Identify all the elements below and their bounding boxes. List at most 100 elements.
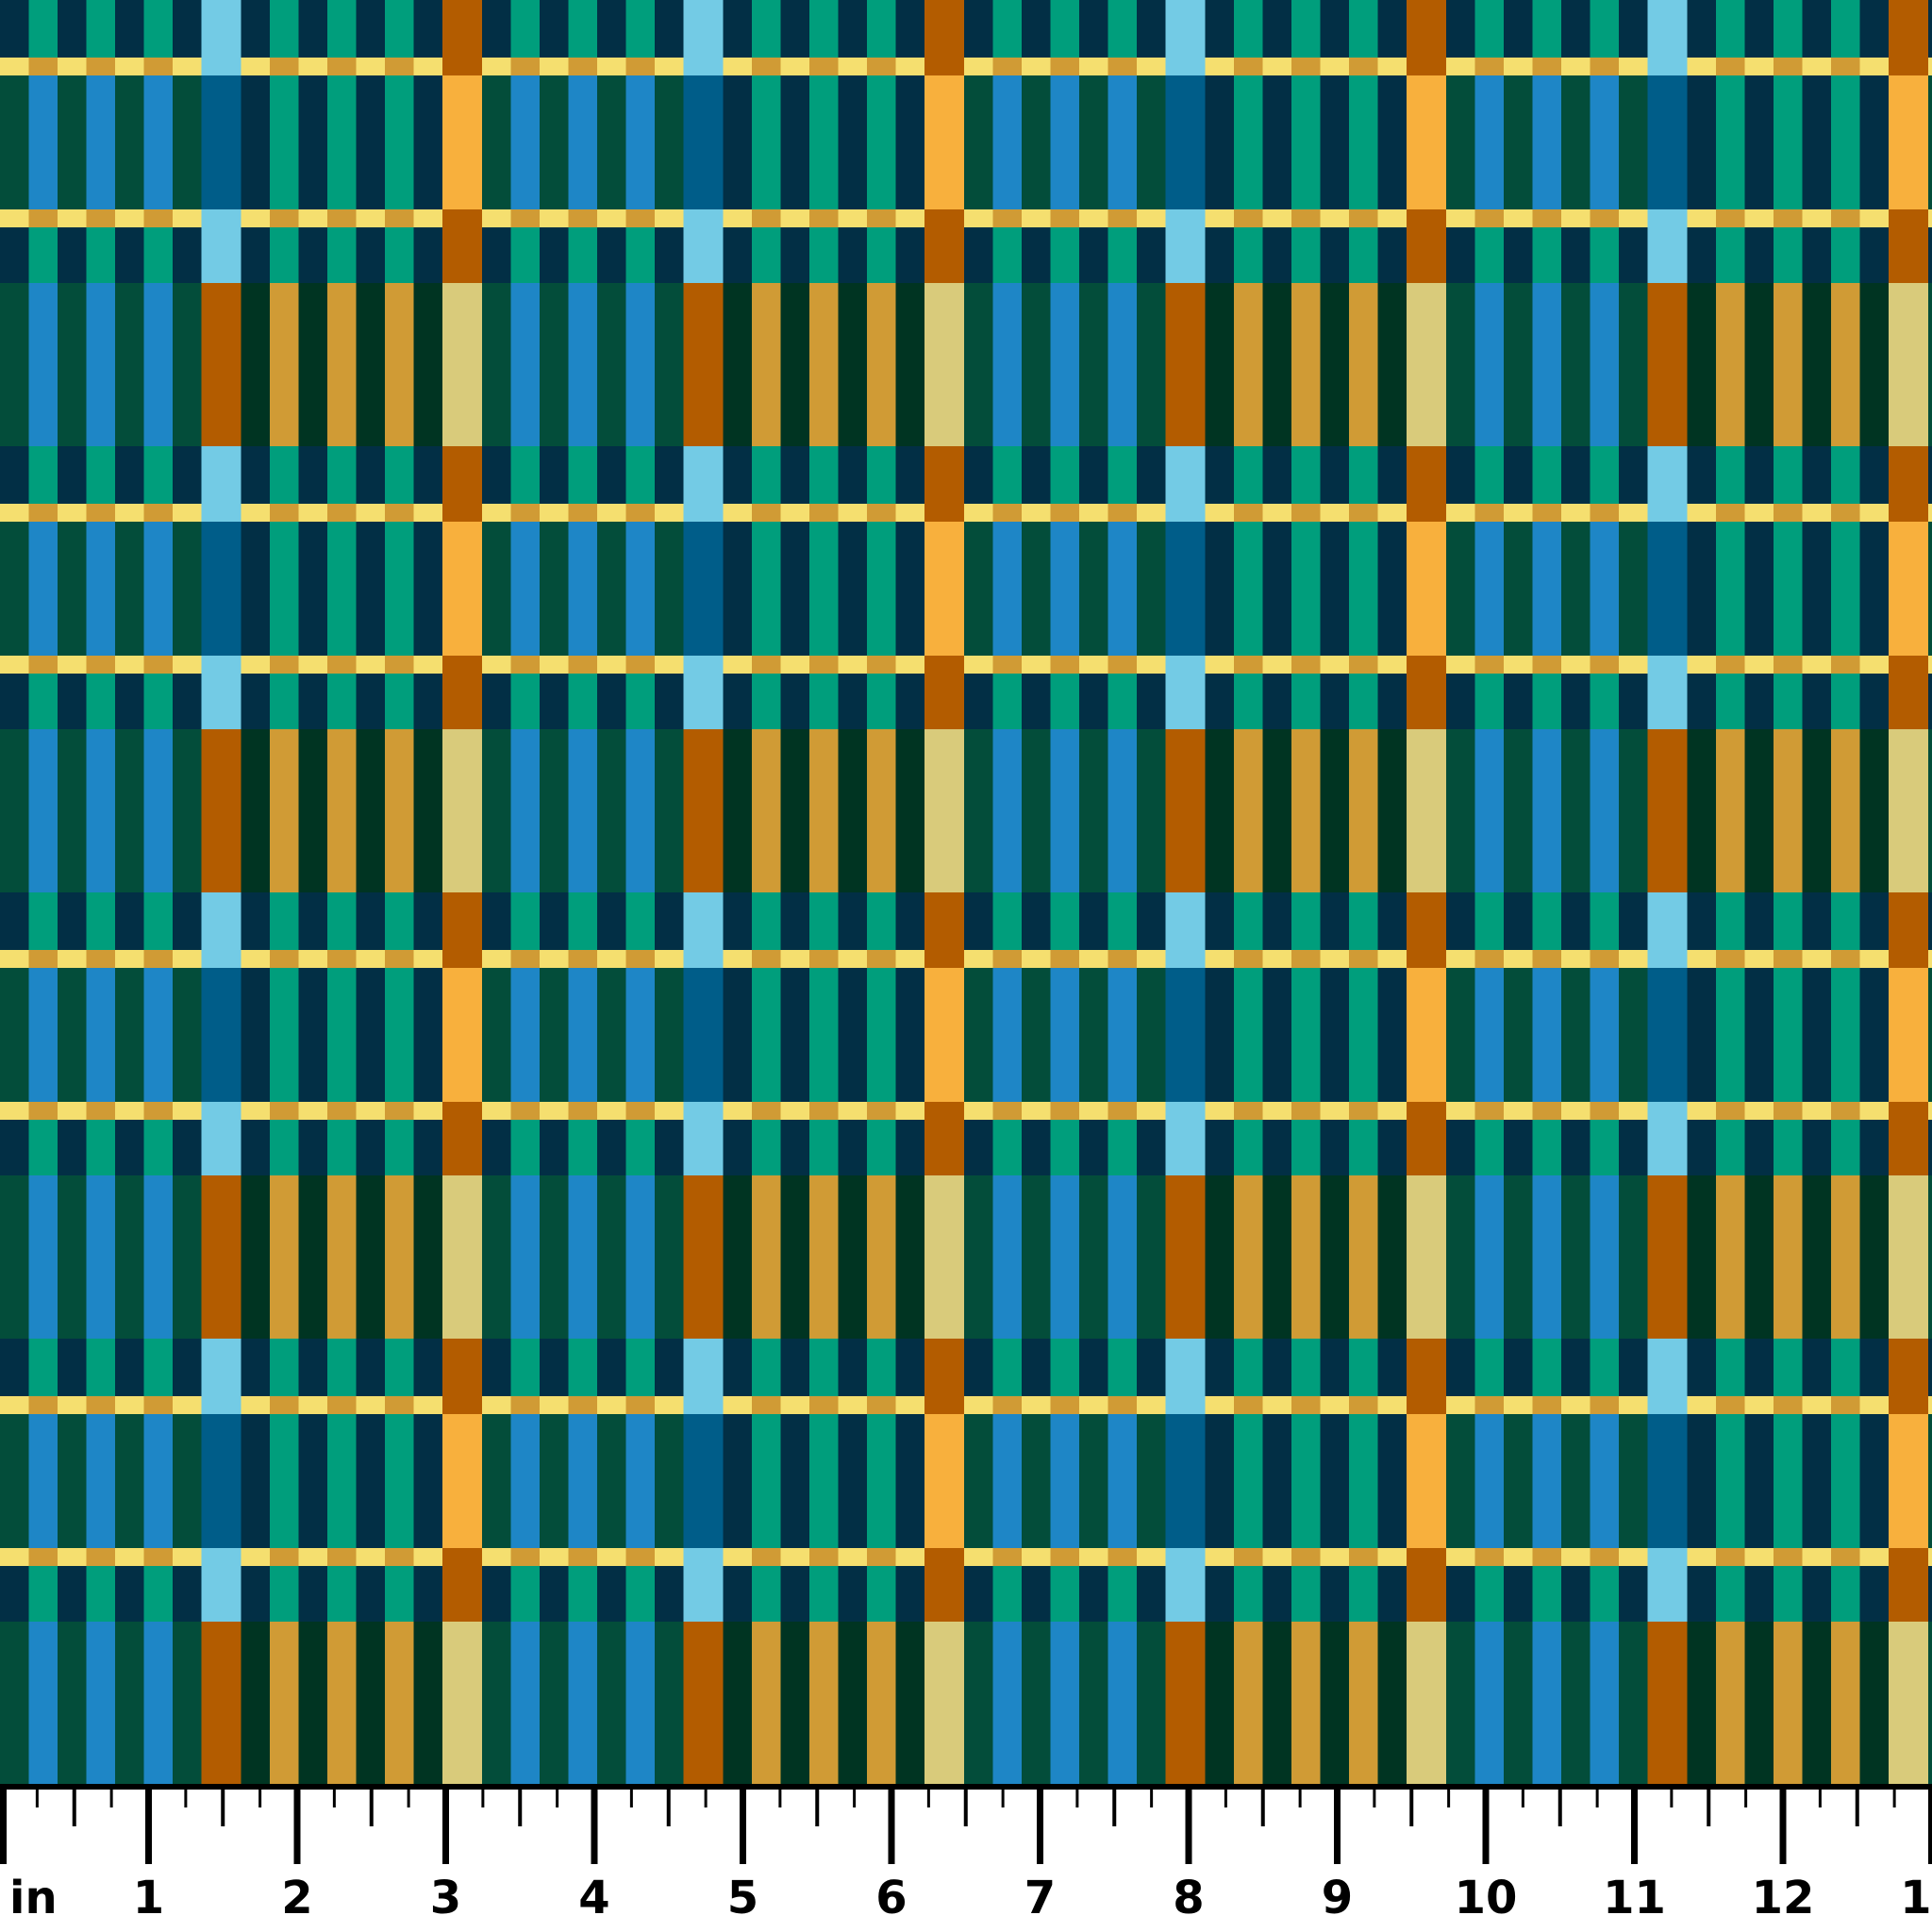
stripe [1687,283,1717,446]
stripe [1291,950,1321,968]
stripe [115,504,144,522]
stripe [482,1548,511,1566]
stripe [752,1102,781,1120]
stripe [1291,1175,1321,1339]
feature-stripe [1165,522,1206,656]
stripe [1137,1622,1166,1785]
stripe [413,1102,443,1120]
stripe [143,892,174,950]
stripe [28,729,58,892]
stripe [385,1339,414,1396]
stripe [655,227,684,283]
quarter-inch-tick [629,1790,633,1807]
stripe [1532,1414,1562,1548]
stripe [655,1120,684,1175]
stripe [1377,892,1407,950]
stripe [1108,1548,1138,1566]
stripe [1377,504,1407,522]
stripe [327,729,357,892]
stripe [1716,892,1745,950]
stripe [964,1566,993,1622]
stripe [327,1396,357,1414]
stripe [1349,656,1378,674]
stripe [270,1548,299,1566]
stripe [1349,58,1378,75]
stripe [540,504,569,522]
inch-tick [1334,1790,1341,1864]
stripe [1377,1622,1407,1785]
stripe [597,58,626,75]
stripe [1234,283,1263,446]
stripe [895,1396,925,1414]
stripe [625,58,656,75]
stripe [1377,1339,1407,1396]
stripe [86,1102,116,1120]
feature-stripe [1647,1175,1688,1339]
stripe [1291,75,1321,209]
feature-stripe [1889,968,1929,1102]
stripe [1928,227,1932,283]
quarter-inch-tick [1001,1790,1005,1807]
stripe [1050,75,1080,209]
stripe [1831,968,1860,1102]
feature-stripe [1407,1566,1447,1622]
stripe [964,58,993,75]
stripe [1928,0,1932,58]
stripe [1561,1622,1591,1785]
stripe [780,950,810,968]
stripe [867,968,896,1102]
stripe [1262,75,1292,209]
stripe [992,446,1023,504]
stripe [1831,58,1860,75]
stripe [1744,1548,1774,1566]
stripe [1320,950,1350,968]
stripe [58,968,87,1102]
stripe [895,729,925,892]
stripe [356,227,386,283]
stripe [1320,283,1350,446]
stripe [1619,1120,1648,1175]
stripe [270,1339,299,1396]
stripe [1205,522,1235,656]
feature-stripe [201,1622,242,1785]
stripe [1474,1120,1505,1175]
stripe [1532,1120,1562,1175]
stripe [752,968,781,1102]
stripe [723,75,753,209]
stripe [1446,1120,1475,1175]
stripe [1079,950,1108,968]
stripe [723,656,753,674]
stripe [723,446,753,504]
stripe [1474,1102,1505,1120]
feature-stripe [924,0,965,58]
quarter-inch-tick [1447,1790,1451,1807]
stripe [28,1102,58,1120]
fabric-row-band [0,656,1932,674]
stripe [1504,1339,1533,1396]
feature-stripe [924,1396,965,1414]
feature-stripe [1647,1120,1688,1175]
feature-stripe [1407,1622,1447,1785]
stripe [1079,1396,1108,1414]
feature-stripe [924,656,965,674]
stripe [780,1120,810,1175]
feature-stripe [442,209,483,227]
stripe [482,892,511,950]
feature-stripe [1165,209,1206,227]
stripe [655,968,684,1102]
feature-stripe [1889,1120,1929,1175]
fabric-row-C [0,1622,1932,1785]
stripe [1744,1175,1774,1339]
stripe [0,75,29,209]
stripe [1802,1120,1832,1175]
stripe [413,1175,443,1339]
stripe [270,968,299,1102]
stripe [1744,58,1774,75]
stripe [1716,1622,1745,1785]
stripe [1716,968,1745,1102]
stripe [1774,1548,1803,1566]
stripe [1619,0,1648,58]
stripe [1022,1396,1051,1414]
feature-stripe [1889,1548,1929,1566]
stripe [1831,674,1860,729]
